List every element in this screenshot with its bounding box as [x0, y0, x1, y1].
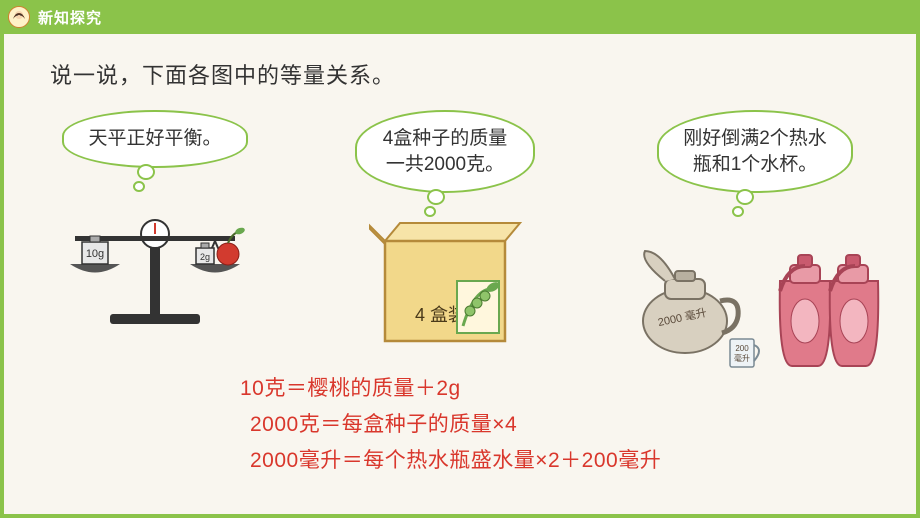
left-weight-label: 10g — [86, 248, 104, 260]
header-title: 新知探究 — [38, 7, 102, 28]
bubble-seedbox: 4盒种子的质量 一共2000克。 — [355, 110, 535, 193]
bubble-kettle-text1: 刚好倒满2个热水 — [683, 128, 827, 149]
equation-2: 2000克＝每盒种子的质量×4 — [250, 408, 661, 438]
bubble-seedbox-text1: 4盒种子的质量 — [383, 128, 508, 149]
balance-illustration: 10g 2g — [50, 186, 260, 326]
equation-1: 10克＝樱桃的质量＋2g — [240, 372, 661, 402]
equation-3: 2000毫升＝每个热水瓶盛水量×2＋200毫升 — [250, 444, 661, 474]
prompt-text: 说一说，下面各图中的等量关系。 — [50, 58, 880, 90]
figures-row: 天平正好平衡。 — [50, 110, 880, 371]
bubble-kettle-text2: 瓶和1个水杯。 — [693, 154, 818, 175]
bubble-kettle: 刚好倒满2个热水 瓶和1个水杯。 — [657, 110, 853, 193]
slide-content: 说一说，下面各图中的等量关系。 天平正好平衡。 — [0, 34, 920, 371]
thermos-2 — [830, 255, 879, 366]
seedbox-illustration: 4 盒装 — [365, 211, 525, 351]
kettle-illustration: 2000 毫升 200 毫升 — [630, 211, 880, 371]
bubble-balance-text: 天平正好平衡。 — [88, 128, 221, 149]
thermos-1 — [780, 255, 831, 366]
cup-label-2: 毫升 — [734, 353, 750, 363]
bubble-seedbox-text2: 一共2000克。 — [386, 154, 504, 175]
right-weight-label: 2g — [200, 252, 210, 262]
equations-block: 10克＝樱桃的质量＋2g 2000克＝每盒种子的质量×4 2000毫升＝每个热水… — [240, 372, 661, 474]
bubble-balance: 天平正好平衡。 — [62, 110, 247, 168]
header-avatar-icon — [8, 6, 30, 28]
slide-header: 新知探究 — [0, 0, 920, 34]
cup-label-1: 200 — [735, 344, 749, 353]
figure-balance: 天平正好平衡。 — [50, 110, 260, 371]
figure-kettle: 刚好倒满2个热水 瓶和1个水杯。 2000 毫升 200 毫升 — [630, 110, 880, 371]
figure-seedbox: 4盒种子的质量 一共2000克。 4 盒装 — [355, 110, 535, 371]
